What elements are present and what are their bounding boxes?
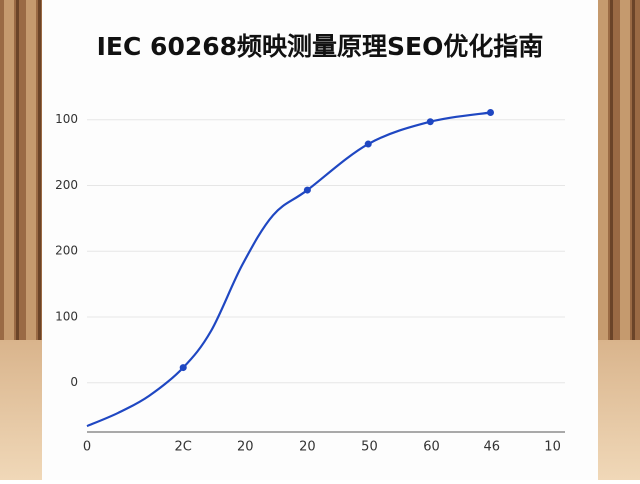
card [42, 0, 598, 480]
x-tick-label: 20 [237, 440, 254, 455]
point [303, 186, 311, 194]
chart-title: IEC 60268频映测量原理SEO优化指南 [97, 32, 544, 61]
x-tick-label: 2C [175, 440, 192, 455]
line [86, 111, 491, 428]
y-tick-label: 100 [55, 309, 78, 323]
x-tick-label: 10 [544, 440, 561, 455]
point [179, 364, 187, 372]
point [364, 140, 372, 148]
y-tick-label: 200 [55, 178, 78, 192]
y-tick-label: 200 [55, 244, 78, 258]
y-tick-label: 100 [55, 112, 78, 126]
x-tick-label: 0 [83, 440, 91, 455]
x-tick-label: 60 [423, 440, 440, 455]
x-tick-label: 50 [361, 440, 378, 455]
point [487, 108, 495, 116]
point [426, 118, 434, 126]
x-tick-label: 46 [483, 440, 500, 455]
y-tick-label: 0 [70, 375, 78, 389]
x-tick-label: 20 [299, 440, 316, 455]
